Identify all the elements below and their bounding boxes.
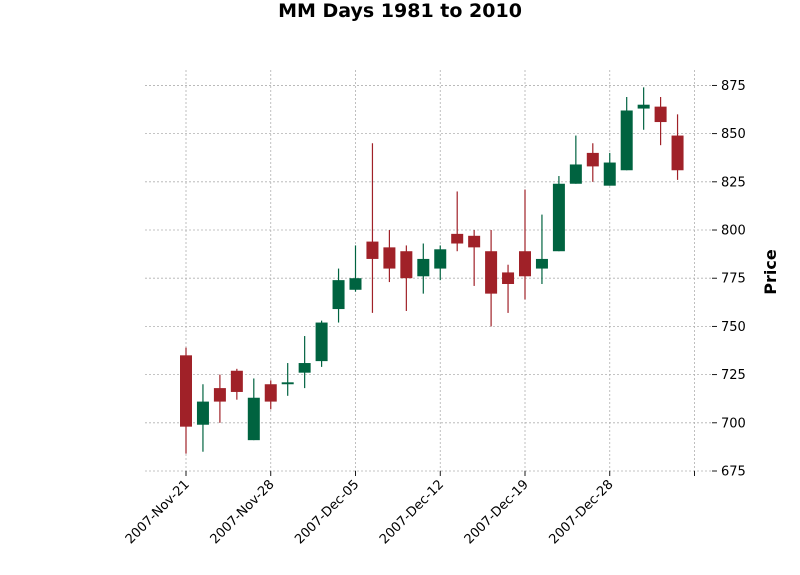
candle-body [671,135,684,171]
candle-body [349,278,362,290]
y-tick-label: 750 [721,320,746,335]
y-tick-label: 800 [721,224,746,239]
candle [671,114,684,180]
candle [603,152,616,186]
candle-body [519,251,531,277]
x-tick-label: 2007-Dec-28 [546,477,616,547]
candle [519,189,531,300]
chart-title: MM Days 1981 to 2010 [278,0,522,22]
candle [620,96,633,171]
candle-body [417,258,430,277]
candle-body [620,110,633,171]
x-tick-label: 2007-Nov-28 [208,477,278,547]
candle [332,268,345,323]
y-tick-label: 675 [721,465,746,480]
candle [417,243,430,294]
candle-body [264,384,277,402]
candle-body [298,363,311,373]
candle [586,143,599,182]
candle [485,230,498,327]
y-tick-label: 700 [721,416,746,431]
candle-body [332,280,345,310]
candle-body [535,258,548,269]
candle [349,245,362,292]
candle-body [603,162,616,186]
candle-body [468,235,481,248]
candle-body [247,397,260,441]
candle [213,374,226,423]
candle-body [485,251,498,294]
candle-body [196,401,209,425]
candle [434,245,447,281]
y-tick-label: 825 [721,175,746,190]
candle-body [400,251,413,279]
candle-body [434,249,447,269]
candle-body [180,355,192,427]
candle [654,96,667,146]
candle-body [552,183,565,252]
candle [247,378,260,441]
candles [180,87,684,454]
candle [230,368,243,400]
candle [298,336,311,389]
candle-body [451,233,464,244]
candle [502,264,515,313]
candle [180,347,192,454]
candle [400,245,413,311]
candle [451,191,464,252]
x-tick-label: 2007-Dec-19 [462,477,532,547]
y-tick-label: 775 [721,272,746,287]
candle-body [383,247,396,269]
candle [569,135,582,184]
y-axis-label: Price [761,249,780,295]
candle [468,230,481,286]
candle-body [230,370,243,392]
candle [552,176,565,252]
candle-body [366,241,379,259]
x-tick-label: 2007-Dec-05 [292,477,362,547]
candle-body [654,106,667,123]
candle-body [315,322,328,362]
candle-body [213,388,226,402]
candle-body [586,152,599,167]
candle [264,380,277,410]
candle [366,143,379,313]
candle [637,87,650,130]
x-tick-label: 2007-Nov-21 [123,477,193,547]
candle [281,363,294,396]
y-tick-label: 850 [721,127,746,142]
candle-body [569,164,582,184]
candle [196,384,209,452]
candle-body [637,104,650,109]
y-tick-label: 725 [721,368,746,383]
candle-body [281,382,294,385]
candle-body [502,272,515,284]
candle [315,320,328,367]
axes [185,84,717,476]
candle [535,214,548,284]
y-tick-label: 875 [721,79,746,94]
candle [383,230,396,283]
x-tick-label: 2007-Dec-12 [377,477,447,547]
